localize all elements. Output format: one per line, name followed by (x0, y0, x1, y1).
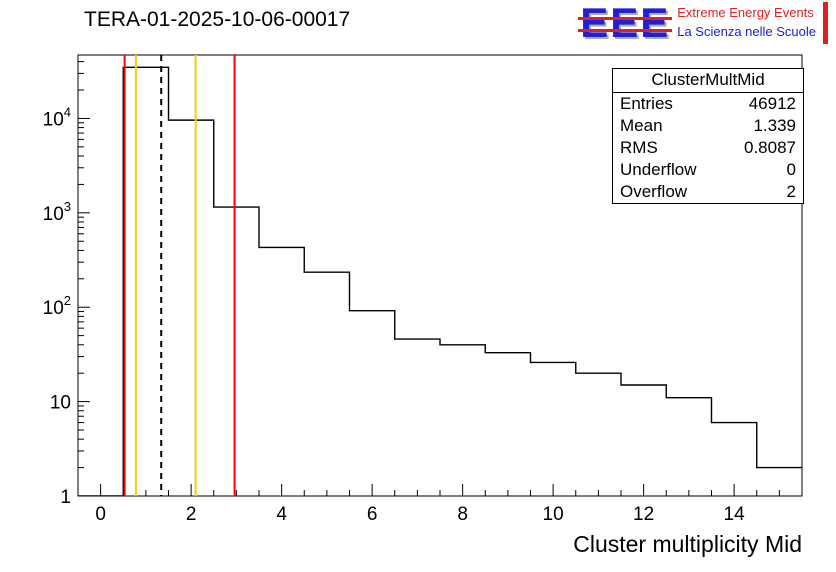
histogram-line (78, 66, 802, 496)
stats-value: 46912 (748, 94, 796, 113)
stats-value: 0.8087 (744, 138, 796, 157)
axis-ticks (77, 61, 803, 497)
svg-text:104: 104 (43, 104, 71, 130)
stats-row-overflow: Overflow 2 (613, 181, 803, 203)
eee-logo: EEE Extreme Energy Events La Scienza nel… (578, 0, 828, 47)
axis-tick-labels: 1 10 102 103 104 0 2 4 6 8 10 12 14 (43, 104, 745, 525)
stats-label: Mean (620, 116, 663, 135)
svg-text:1: 1 (60, 487, 71, 508)
svg-text:4: 4 (276, 504, 287, 525)
stats-label: Underflow (620, 160, 697, 179)
eee-logo-acronym-wrap: EEE (578, 0, 673, 47)
logo-subtitle-line1: Extreme Energy Events (677, 5, 814, 21)
stats-value: 2 (786, 182, 796, 201)
x-axis-title: Cluster multiplicity Mid (573, 531, 802, 557)
stats-label: Overflow (620, 182, 688, 201)
svg-text:2: 2 (186, 504, 197, 525)
stats-row-rms: RMS 0.8087 (613, 137, 803, 159)
logo-red-stripe-icon (578, 17, 673, 21)
svg-text:10: 10 (50, 393, 71, 414)
stats-label: RMS (620, 138, 658, 157)
svg-text:103: 103 (43, 199, 71, 225)
stats-label: Entries (620, 94, 673, 113)
svg-text:14: 14 (724, 504, 746, 525)
svg-text:0: 0 (95, 504, 106, 525)
plot-title: TERA-01-2025-10-06-00017 (84, 8, 351, 31)
stats-row-mean: Mean 1.339 (613, 115, 803, 137)
svg-text:102: 102 (43, 293, 71, 319)
stats-row-entries: Entries 46912 (613, 93, 803, 115)
logo-red-stripe-icon (578, 29, 673, 33)
svg-text:12: 12 (633, 504, 654, 525)
svg-text:6: 6 (367, 504, 378, 525)
logo-red-bar-icon (823, 2, 828, 44)
stats-row-underflow: Underflow 0 (613, 159, 803, 181)
svg-text:10: 10 (543, 504, 564, 525)
eee-logo-text: EEE (580, 0, 671, 47)
stats-box: ClusterMultMid Entries 46912 Mean 1.339 … (612, 68, 804, 204)
stats-value: 1.339 (753, 116, 796, 135)
svg-text:8: 8 (457, 504, 468, 525)
stats-value: 0 (786, 160, 796, 179)
logo-subtitle-block: Extreme Energy Events La Scienza nelle S… (677, 4, 816, 42)
logo-subtitle-line2: La Scienza nelle Scuole (677, 24, 816, 39)
stats-box-title: ClusterMultMid (613, 69, 803, 93)
